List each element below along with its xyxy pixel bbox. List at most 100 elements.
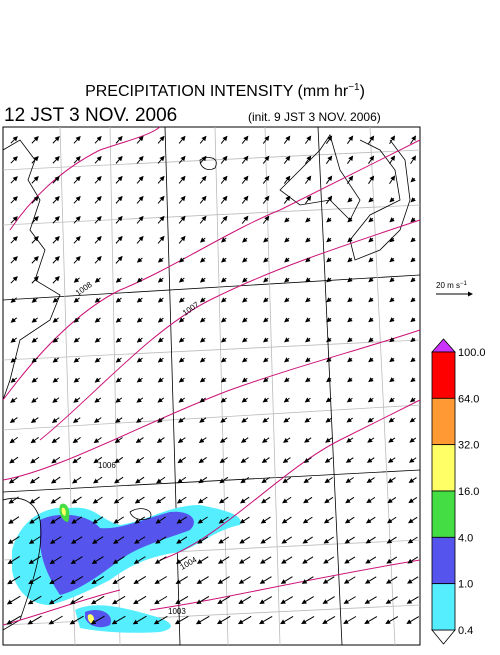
wind-arrow bbox=[198, 476, 208, 484]
colorbar-label: 32.0 bbox=[458, 440, 479, 452]
wind-arrow bbox=[7, 536, 20, 544]
wind-arrow bbox=[304, 397, 311, 403]
wind-arrow bbox=[262, 437, 270, 443]
colorbar-segment bbox=[431, 444, 456, 492]
wind-arrow bbox=[304, 417, 312, 423]
wind-arrow bbox=[220, 175, 228, 184]
wind-arrow bbox=[73, 255, 81, 264]
wind-arrow bbox=[196, 556, 209, 564]
wind-arrow bbox=[322, 576, 335, 584]
grid-line bbox=[164, 126, 181, 646]
wind-arrow bbox=[73, 195, 81, 204]
wind-arrow bbox=[73, 235, 81, 244]
wind-arrow bbox=[389, 257, 395, 263]
wind-arrow bbox=[93, 437, 102, 444]
wind-arrow bbox=[389, 217, 395, 223]
wind-arrow bbox=[387, 457, 396, 463]
wind-arrow bbox=[115, 397, 123, 403]
wind-arrow bbox=[283, 437, 291, 443]
wind-arrow bbox=[409, 437, 417, 443]
wind-arrow bbox=[94, 357, 101, 363]
wind-arrow bbox=[10, 276, 18, 284]
wind-arrow bbox=[410, 197, 416, 203]
wind-arrow bbox=[366, 477, 375, 484]
wind-arrow bbox=[305, 217, 311, 223]
wind-arrow bbox=[408, 516, 418, 524]
wind-arrow bbox=[325, 175, 333, 184]
wind-arrow bbox=[94, 255, 102, 264]
wind-arrow bbox=[73, 317, 80, 323]
wind-arrow bbox=[220, 337, 227, 343]
wind-arrow bbox=[303, 496, 313, 504]
wind-arrow bbox=[345, 477, 354, 484]
wind-arrow bbox=[178, 257, 185, 263]
wind-arrow bbox=[31, 196, 39, 204]
wind-arrow bbox=[136, 155, 144, 164]
wind-arrow bbox=[217, 596, 231, 605]
wind-arrow bbox=[157, 175, 165, 184]
wind-arrow bbox=[136, 417, 144, 423]
wind-arrow bbox=[136, 297, 143, 303]
wind-arrow bbox=[157, 317, 164, 323]
wind-arrow bbox=[52, 256, 60, 264]
wind-arrow bbox=[239, 496, 250, 504]
graticule bbox=[2, 126, 421, 646]
wind-arrow bbox=[284, 277, 290, 283]
wind-arrow bbox=[326, 377, 332, 383]
wind-arrow bbox=[178, 317, 185, 323]
wind-arrow bbox=[199, 175, 207, 184]
wind-arrow bbox=[343, 596, 356, 604]
wind-arrow bbox=[387, 477, 396, 484]
wind-arrow bbox=[347, 297, 353, 303]
coastline bbox=[199, 157, 217, 170]
colorbar-label: 1.0 bbox=[458, 579, 473, 591]
wind-arrow bbox=[325, 397, 332, 403]
wind-arrow bbox=[112, 556, 125, 564]
wind-arrow bbox=[72, 456, 82, 464]
wind-arrow bbox=[154, 595, 168, 605]
wind-arrow bbox=[407, 536, 418, 544]
wind-arrow bbox=[325, 195, 333, 204]
wind-arrow bbox=[364, 576, 377, 584]
wind-arrow bbox=[364, 616, 378, 624]
wind-arrow bbox=[200, 237, 206, 243]
wind-arrow bbox=[51, 456, 61, 464]
wind-arrow bbox=[71, 476, 82, 484]
colorbar-segment bbox=[431, 351, 456, 399]
wind-arrow bbox=[199, 377, 206, 383]
coastline bbox=[2, 497, 42, 631]
wind-arrow bbox=[156, 476, 166, 484]
wind-arrow bbox=[29, 476, 40, 484]
wind-arrow bbox=[136, 195, 144, 204]
wind-arrow bbox=[410, 135, 417, 145]
wind-arrow bbox=[154, 576, 167, 585]
wind-arrow bbox=[220, 297, 227, 303]
wind-arrow bbox=[368, 155, 375, 164]
wind-arrow bbox=[157, 277, 164, 283]
wind-arrow bbox=[31, 397, 39, 403]
wind-arrow bbox=[10, 317, 18, 323]
wind-arrow bbox=[220, 417, 228, 423]
wind-arrow bbox=[199, 277, 206, 283]
wind-arrow bbox=[241, 195, 249, 204]
wind-arrow bbox=[50, 496, 61, 504]
wind-arrow bbox=[385, 616, 399, 624]
wind-arrow bbox=[220, 215, 228, 224]
wind-arrow bbox=[7, 575, 21, 585]
wind-arrow bbox=[199, 417, 207, 423]
wind-arrow bbox=[73, 215, 81, 224]
wind-arrow bbox=[346, 417, 353, 423]
wind-arrow bbox=[410, 277, 416, 283]
wind-arrow bbox=[305, 337, 311, 343]
wind-arrow bbox=[199, 195, 207, 204]
wind-arrow bbox=[386, 556, 398, 564]
wind-arrow bbox=[221, 237, 227, 243]
wind-arrow bbox=[408, 477, 417, 483]
wind-arrow bbox=[388, 437, 396, 443]
wind-arrow bbox=[73, 175, 81, 184]
wind-arrow bbox=[326, 237, 332, 243]
wind-arrow bbox=[343, 576, 356, 584]
wind-arrow bbox=[368, 377, 374, 383]
grid-line bbox=[2, 339, 421, 361]
